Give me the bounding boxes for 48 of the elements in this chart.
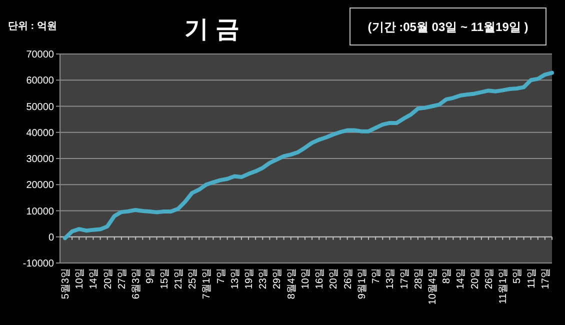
x-tick-label: 20일 bbox=[470, 268, 481, 290]
x-tick-label: 28일 bbox=[413, 268, 424, 290]
y-tick-label: 30000 bbox=[26, 154, 54, 165]
text: 단위 : 억원 bbox=[8, 21, 57, 32]
x-tick-label: 11일 bbox=[526, 268, 538, 288]
x-tick-label: 26일 bbox=[484, 268, 495, 290]
x-tick-label: 13일 bbox=[230, 268, 241, 290]
x-tick-label: 8일 bbox=[442, 268, 453, 284]
x-tick-label: 15일 bbox=[159, 268, 170, 290]
y-tick-label: 50000 bbox=[26, 102, 54, 113]
x-tick-label: 6월3일 bbox=[131, 268, 142, 300]
y-tick-label: 70000 bbox=[26, 50, 54, 60]
x-tick-label: 10일 bbox=[74, 268, 86, 290]
chart-subtitle: (기간 :05월 03일 ~ 11월19일 ) bbox=[368, 20, 528, 34]
y-tick-label: 20000 bbox=[26, 180, 54, 192]
x-tick-label: 14일 bbox=[456, 268, 467, 290]
y-tick-label: 10000 bbox=[26, 206, 54, 218]
x-tick-label: 7일 bbox=[371, 268, 382, 284]
x-tick-label: 27일 bbox=[116, 268, 128, 290]
x-tick-label: 9일 bbox=[145, 268, 156, 284]
x-tick-label: 23일 bbox=[258, 268, 270, 290]
y-tick-label: 60000 bbox=[26, 76, 54, 87]
x-tick-label: 17일 bbox=[399, 268, 410, 290]
x-tick-label: 8월4일 bbox=[286, 268, 298, 300]
x-tick-label: 19일 bbox=[244, 268, 256, 290]
x-tick-label: 9월1일 bbox=[356, 268, 368, 300]
x-tick-label: 17일 bbox=[540, 268, 552, 290]
y-tick-label: 40000 bbox=[26, 128, 54, 139]
x-tick-label: 10일 bbox=[300, 268, 312, 290]
x-tick-label: 26일 bbox=[342, 268, 354, 290]
x-tick-label: 11월1일 bbox=[498, 268, 510, 304]
x-tick-label: 13일 bbox=[385, 268, 396, 290]
x-tick-label: 5일 bbox=[512, 268, 524, 284]
line-series bbox=[63, 70, 554, 240]
x-tick-label: 5월3일 bbox=[60, 268, 72, 300]
x-tick-label: 10월4일 bbox=[428, 268, 439, 305]
x-tick-label: 14일 bbox=[88, 268, 100, 290]
x-tick-label: 20일 bbox=[328, 268, 340, 290]
y-tick-label: 0 bbox=[48, 232, 54, 244]
chart-title: 기 금 bbox=[184, 16, 240, 43]
x-tick-label: 7월1일 bbox=[202, 268, 213, 300]
x-tick-label: 16일 bbox=[314, 268, 326, 290]
x-tick-label: 29일 bbox=[272, 268, 284, 290]
x-tick-label: 25일 bbox=[188, 268, 199, 290]
y-tick-label: -10000 bbox=[22, 258, 54, 270]
x-tick-label: 7일 bbox=[216, 268, 227, 284]
x-tick-label: 20일 bbox=[102, 268, 114, 290]
x-tick-label: 21일 bbox=[173, 268, 184, 290]
